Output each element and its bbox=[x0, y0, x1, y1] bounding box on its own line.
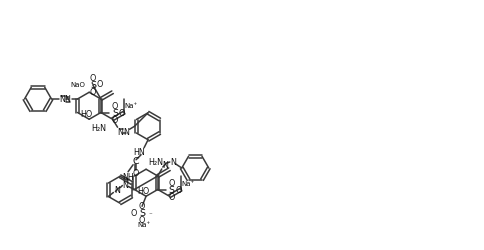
Text: N: N bbox=[118, 127, 123, 136]
Text: H₂N: H₂N bbox=[148, 157, 163, 166]
Text: O: O bbox=[119, 108, 125, 118]
Text: HO: HO bbox=[81, 110, 93, 118]
Text: S: S bbox=[139, 208, 145, 217]
Text: HN: HN bbox=[133, 148, 145, 156]
Text: O: O bbox=[168, 178, 175, 187]
Text: HO: HO bbox=[137, 186, 150, 195]
Text: O: O bbox=[133, 168, 139, 177]
Text: S: S bbox=[90, 81, 96, 90]
Text: O: O bbox=[97, 80, 103, 89]
Text: S: S bbox=[112, 108, 118, 118]
Text: O: O bbox=[139, 201, 145, 210]
Text: N: N bbox=[60, 95, 65, 104]
Text: N: N bbox=[122, 180, 128, 189]
Text: N: N bbox=[170, 158, 176, 167]
Text: N: N bbox=[162, 161, 167, 170]
Text: NaO: NaO bbox=[70, 82, 85, 88]
Text: ⁻: ⁻ bbox=[148, 212, 152, 218]
Text: N: N bbox=[123, 127, 130, 136]
Text: O: O bbox=[139, 215, 145, 224]
Text: N: N bbox=[114, 185, 121, 194]
Text: O: O bbox=[176, 185, 182, 194]
Text: O: O bbox=[90, 88, 96, 97]
Text: ⁻: ⁻ bbox=[179, 188, 182, 194]
Text: H₂N: H₂N bbox=[91, 123, 106, 132]
Text: NH: NH bbox=[122, 172, 134, 182]
Text: Na⁺: Na⁺ bbox=[137, 221, 151, 227]
Text: O: O bbox=[168, 192, 175, 201]
Text: O: O bbox=[112, 102, 118, 110]
Text: Na⁺: Na⁺ bbox=[181, 181, 195, 187]
Text: Na⁺: Na⁺ bbox=[124, 103, 137, 109]
Text: S: S bbox=[169, 185, 175, 194]
Text: O: O bbox=[112, 116, 118, 124]
Text: O: O bbox=[90, 74, 96, 83]
Text: C: C bbox=[133, 156, 139, 166]
Text: ⁻: ⁻ bbox=[122, 111, 126, 117]
Text: O: O bbox=[131, 208, 137, 217]
Text: N: N bbox=[64, 95, 71, 104]
